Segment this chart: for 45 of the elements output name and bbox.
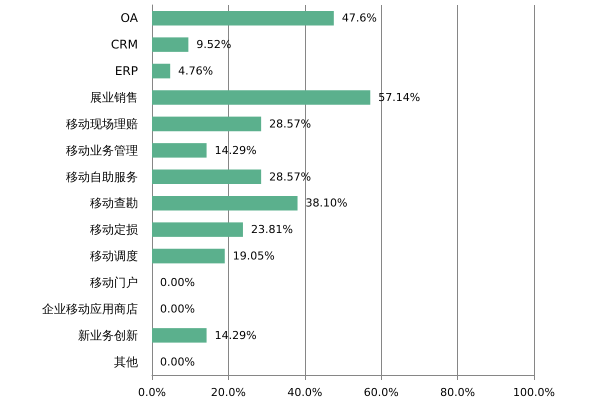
x-tick-label: 60.0% xyxy=(364,386,399,399)
y-tick-label: 企业移动应用商店 xyxy=(42,302,138,316)
y-tick-label: 移动定损 xyxy=(90,222,138,237)
data-label: 4.76% xyxy=(178,64,214,78)
bar xyxy=(152,90,370,105)
data-label: 14.29% xyxy=(214,328,257,342)
bar xyxy=(152,248,225,264)
x-tick-label: 40.0% xyxy=(287,386,322,399)
x-tick-label: 100.0% xyxy=(513,386,555,399)
y-tick-label: 移动业务管理 xyxy=(66,143,138,158)
x-tick-label: 0.0% xyxy=(138,386,166,399)
data-label: 57.14% xyxy=(378,91,420,104)
data-label: 0.00% xyxy=(160,355,195,368)
data-label: 47.6% xyxy=(342,12,377,25)
bar xyxy=(152,37,188,52)
data-label: 23.81% xyxy=(250,223,293,236)
y-tick-label: 新业务创新 xyxy=(78,328,138,342)
y-tick-label: 移动调度 xyxy=(90,249,138,264)
bar xyxy=(152,116,262,132)
y-tick-label: OA xyxy=(120,11,139,26)
data-label: 38.10% xyxy=(306,196,348,210)
y-tick-label: CRM xyxy=(110,38,138,52)
y-tick-label: 移动查勘 xyxy=(90,196,138,210)
data-label: 0.00% xyxy=(160,302,195,316)
data-label: 28.57% xyxy=(269,170,312,184)
data-label: 14.29% xyxy=(214,144,257,157)
y-tick-label: 移动门户 xyxy=(90,276,138,290)
y-tick-label: 其他 xyxy=(114,354,138,369)
y-tick-label: 展业销售 xyxy=(90,90,138,104)
bar xyxy=(152,143,207,158)
x-tick-label: 80.0% xyxy=(440,386,476,399)
x-tick-label: 20.0% xyxy=(210,386,246,399)
bar xyxy=(152,222,243,237)
y-tick-label: 移动自助服务 xyxy=(66,170,138,184)
y-tick-label: ERP xyxy=(114,64,138,78)
bar xyxy=(152,328,207,343)
bar xyxy=(152,170,262,184)
y-tick-label: 移动现场理赔 xyxy=(66,116,138,131)
bar xyxy=(152,196,298,210)
bar xyxy=(152,64,170,78)
bar xyxy=(152,10,334,26)
data-label: 0.00% xyxy=(160,276,195,289)
data-label: 19.05% xyxy=(232,250,275,263)
data-label: 28.57% xyxy=(269,117,312,130)
data-label: 9.52% xyxy=(196,38,232,52)
